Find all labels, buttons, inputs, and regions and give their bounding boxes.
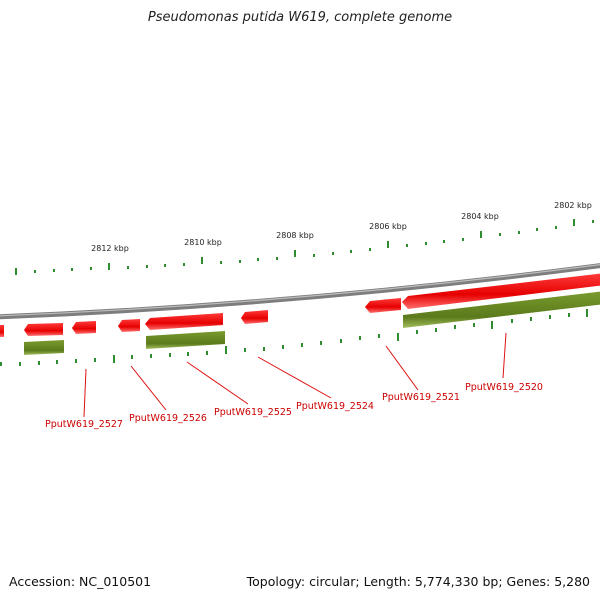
gene-label-2521[interactable]: PputW619_2521 [382,392,460,403]
gene-feature[interactable] [365,298,401,313]
gene-feature[interactable] [0,325,4,337]
genome-summary-text: Topology: circular; Length: 5,774,330 bp… [246,574,590,589]
scale-label-2808: 2808 kbp [276,231,314,240]
gene-feature[interactable] [241,310,268,324]
scale-label-2804: 2804 kbp [461,212,499,221]
outer-tick-row [15,219,594,275]
gene-label-2520[interactable]: PputW619_2520 [465,382,543,393]
cds-feature[interactable] [146,331,225,349]
inner-tick-row [0,309,588,366]
scale-label-2802: 2802 kbp [554,201,592,210]
scale-label-2810: 2810 kbp [184,238,222,247]
cds-feature[interactable] [403,291,600,328]
gene-track-red [0,273,600,337]
gene-label-2526[interactable]: PputW619_2526 [129,413,207,424]
map-title: Pseudomonas putida W619, complete genome [147,10,453,25]
gene-label-2525[interactable]: PputW619_2525 [214,407,292,418]
scale-label-2812: 2812 kbp [91,244,129,253]
gene-feature[interactable] [72,321,96,334]
gene-feature[interactable] [24,323,63,336]
accession-text: Accession: NC_010501 [9,574,152,589]
scale-label-2806: 2806 kbp [369,222,407,231]
cds-track-green [24,291,600,355]
genome-backbone [0,263,600,320]
gene-label-2527[interactable]: PputW619_2527 [45,419,123,430]
gene-label-2524[interactable]: PputW619_2524 [296,401,374,412]
gene-feature[interactable] [145,313,223,330]
label-leader-lines [83,332,507,418]
cds-feature[interactable] [24,340,64,355]
gene-feature[interactable] [402,273,600,309]
gene-feature[interactable] [118,319,140,332]
